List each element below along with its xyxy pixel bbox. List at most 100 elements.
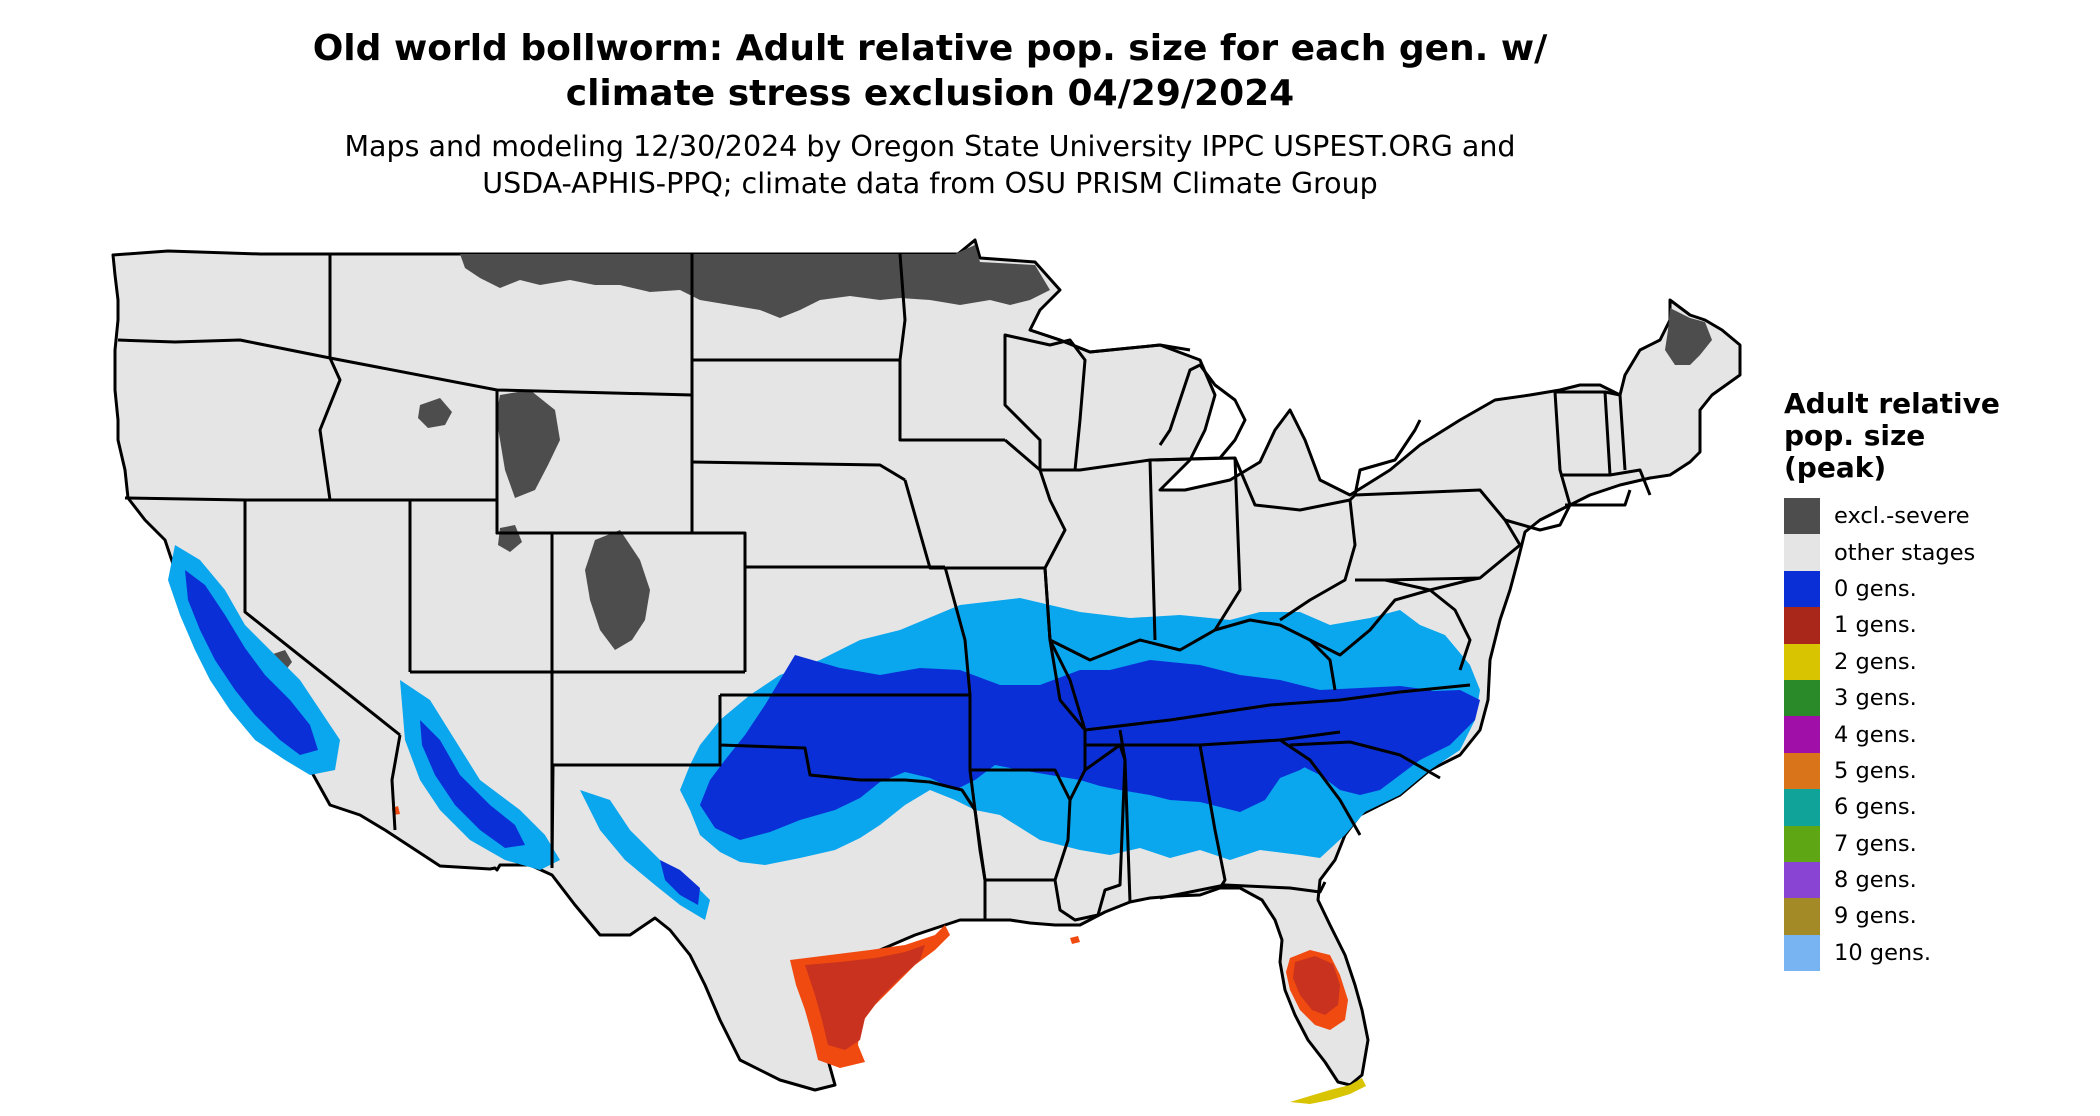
legend-swatch xyxy=(1784,752,1820,790)
legend-item: 10 gens. xyxy=(1784,934,2000,972)
boundary-wi-il xyxy=(1003,333,1087,471)
map-title-line2: climate stress exclusion 04/29/2024 xyxy=(565,73,1295,114)
boundary-il-in xyxy=(1040,458,1157,641)
legend-label: 9 gens. xyxy=(1834,903,1917,930)
boundary-wv-va xyxy=(1309,588,1472,671)
excl-severe-north-plains xyxy=(460,245,1050,318)
boundary-ma-south xyxy=(1560,468,1652,496)
boundary-pa xyxy=(1348,488,1522,582)
legend-item: 6 gens. xyxy=(1784,789,2000,826)
legend-item: 2 gens. xyxy=(1784,643,2000,680)
legend-label: 3 gens. xyxy=(1834,685,1917,712)
state-boundaries xyxy=(117,253,1652,922)
boundary-ny-pa xyxy=(1353,419,1422,496)
legend-label: 7 gens. xyxy=(1834,830,1917,857)
map-title: Old world bollworm: Adult relative pop. … xyxy=(150,26,1710,116)
boundary-oh-east xyxy=(1233,457,1357,622)
boundary-ct-ri xyxy=(1565,489,1632,507)
legend-item: 7 gens. xyxy=(1784,825,2000,862)
legend-swatch xyxy=(1784,825,1820,862)
excl-severe-wyoming xyxy=(496,390,560,498)
map-subtitle: Maps and modeling 12/30/2024 by Oregon S… xyxy=(150,128,1710,202)
legend-swatch xyxy=(1784,607,1820,644)
legend-title-line1: Adult relative xyxy=(1784,387,2000,420)
legend-swatch xyxy=(1784,570,1820,608)
legend-label: excl.-severe xyxy=(1834,503,1970,530)
legend-item: 8 gens. xyxy=(1784,861,2000,899)
one-gen-louisiana-speck xyxy=(1070,936,1080,944)
boundary-nc-sc xyxy=(1289,740,1441,780)
map-subtitle-line2: USDA-APHIS-PPQ; climate data from OSU PR… xyxy=(482,167,1378,200)
legend-label: 8 gens. xyxy=(1834,867,1917,894)
two-gens-florida-keys xyxy=(1290,1078,1366,1104)
legend-label: 4 gens. xyxy=(1834,721,1917,748)
boundary-ok-tx xyxy=(718,695,977,811)
boundary-ar xyxy=(968,769,1072,882)
one-gen-areas xyxy=(392,806,1348,1068)
legend-label: other stages xyxy=(1834,539,1976,566)
legend-label: 5 gens. xyxy=(1834,757,1917,784)
excl-severe-colorado xyxy=(585,530,650,650)
two-gens-areas xyxy=(1290,1078,1366,1104)
zero-gens-dark-areas xyxy=(185,570,1480,905)
zero-gens-dark-core xyxy=(700,655,1455,840)
boundary-fl-north xyxy=(1159,881,1327,900)
zero-gens-dark-big-bend xyxy=(660,860,700,905)
boundary-sd-ne xyxy=(691,460,906,482)
legend-swatch xyxy=(1784,498,1820,535)
legend-label: 2 gens. xyxy=(1834,648,1917,675)
legend-item: 9 gens. xyxy=(1784,898,2000,935)
legend-item: 5 gens. xyxy=(1784,752,2000,790)
legend-swatch xyxy=(1784,861,1820,899)
boundary-wa-or xyxy=(117,338,331,360)
boundary-mi-upper xyxy=(1029,328,1191,354)
map-title-line1: Old world bollworm: Adult relative pop. … xyxy=(312,28,1548,69)
excl-severe-maine xyxy=(1665,308,1712,365)
legend-title: Adult relative pop. size (peak) xyxy=(1784,388,2000,484)
legend-swatch xyxy=(1784,898,1820,935)
legend-swatch xyxy=(1784,934,1820,972)
boundary-ky-north xyxy=(1049,618,1337,691)
boundary-or-id xyxy=(318,357,342,501)
zero-gens-light-arizona xyxy=(400,680,560,870)
one-gen-south-texas xyxy=(805,945,925,1050)
zero-gens-dark-arizona xyxy=(420,720,525,848)
legend-item: 0 gens. xyxy=(1784,570,2000,608)
legend-swatch xyxy=(1784,679,1820,717)
legend-title-line3: (peak) xyxy=(1784,451,1887,484)
boundary-tx-nm xyxy=(550,745,722,869)
boundary-tn-south xyxy=(1085,730,1341,747)
legend-label: 6 gens. xyxy=(1834,794,1917,821)
legend-swatch xyxy=(1784,716,1820,753)
boundary-tn-north xyxy=(1084,683,1471,732)
legend-label: 0 gens. xyxy=(1834,575,1917,602)
legend-item: other stages xyxy=(1784,534,2000,571)
legend: Adult relative pop. size (peak) excl.-se… xyxy=(1784,388,2000,972)
legend-title-line2: pop. size xyxy=(1784,419,1926,452)
map-subtitle-line1: Maps and modeling 12/30/2024 by Oregon S… xyxy=(344,130,1516,163)
boundary-co xyxy=(552,531,747,672)
legend-items: excl.-severe other stages 0 gens. 1 gens. 2 … xyxy=(1784,498,2000,972)
legend-item: 3 gens. xyxy=(1784,679,2000,717)
boundary-nh-me xyxy=(1604,390,1627,471)
excl-severe-idaho xyxy=(418,398,452,428)
legend-item: 4 gens. xyxy=(1784,716,2000,753)
boundary-mi-lower xyxy=(1154,363,1247,462)
legend-label: 1 gens. xyxy=(1834,612,1917,639)
boundary-va-md xyxy=(1384,576,1481,592)
legend-item: excl.-severe xyxy=(1784,498,2000,535)
boundary-ga-sc xyxy=(1279,738,1362,836)
boundary-ca-az xyxy=(390,734,402,831)
legend-swatch xyxy=(1784,534,1820,571)
zero-gens-dark-carolinas xyxy=(1290,690,1480,795)
boundary-ms xyxy=(1084,743,1127,892)
boundary-mn xyxy=(898,253,1005,442)
boundary-ny-east xyxy=(1504,391,1572,532)
legend-swatch xyxy=(1784,789,1820,826)
zero-gens-dark-california xyxy=(185,570,318,755)
boundary-il xyxy=(1043,567,1087,731)
boundary-nv-ca xyxy=(243,500,401,737)
legend-item: 1 gens. xyxy=(1784,607,2000,644)
one-gen-florida xyxy=(1293,956,1340,1015)
